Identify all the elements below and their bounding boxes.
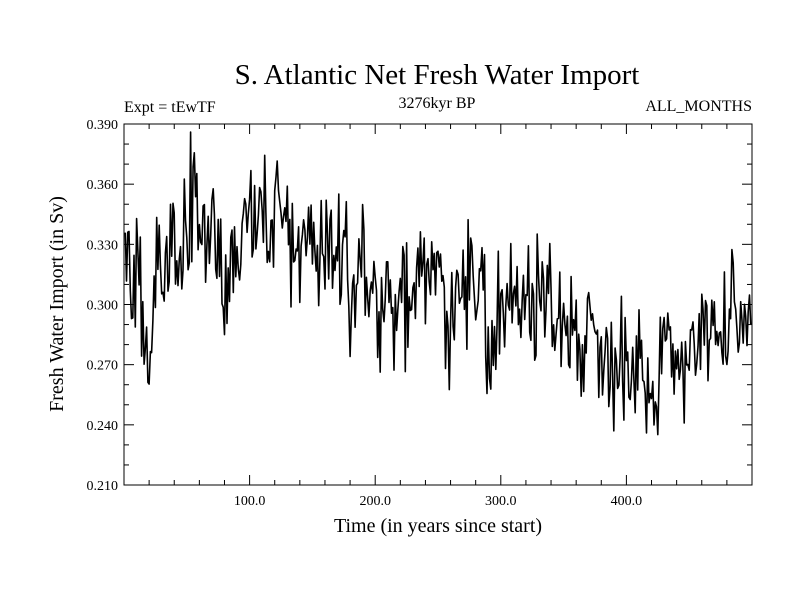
x-axis: 100.0 200.0 300.0 400.0	[148, 124, 728, 509]
y-tick-label: 0.270	[87, 359, 119, 374]
y-tick-label: 0.210	[87, 479, 119, 494]
y-tick-label: 0.360	[87, 178, 119, 193]
y-tick-label: 0.300	[87, 299, 119, 314]
y-tick-label: 0.390	[87, 118, 119, 133]
series-group	[124, 131, 752, 436]
series-line	[124, 131, 752, 436]
chart-title: S. Atlantic Net Fresh Water Import	[235, 59, 640, 91]
x-axis-label: Time (in years since start)	[334, 515, 542, 537]
x-tick-label: 100.0	[234, 494, 266, 509]
y-tick-label: 0.240	[87, 419, 119, 434]
months-label: ALL_MONTHS	[645, 98, 752, 115]
x-tick-label: 300.0	[485, 494, 517, 509]
chart-subtitle: 3276kyr BP	[399, 95, 476, 112]
y-tick-label: 0.330	[87, 238, 119, 253]
y-axis-label: Fresh Water Import (in Sv)	[46, 196, 68, 412]
x-tick-label: 200.0	[359, 494, 391, 509]
y-axis: 0.210 0.240 0.270 0.300 0.330 0.360 0.390	[87, 118, 752, 494]
x-tick-label: 400.0	[611, 494, 643, 509]
experiment-label: Expt = tEwTF	[124, 99, 216, 116]
